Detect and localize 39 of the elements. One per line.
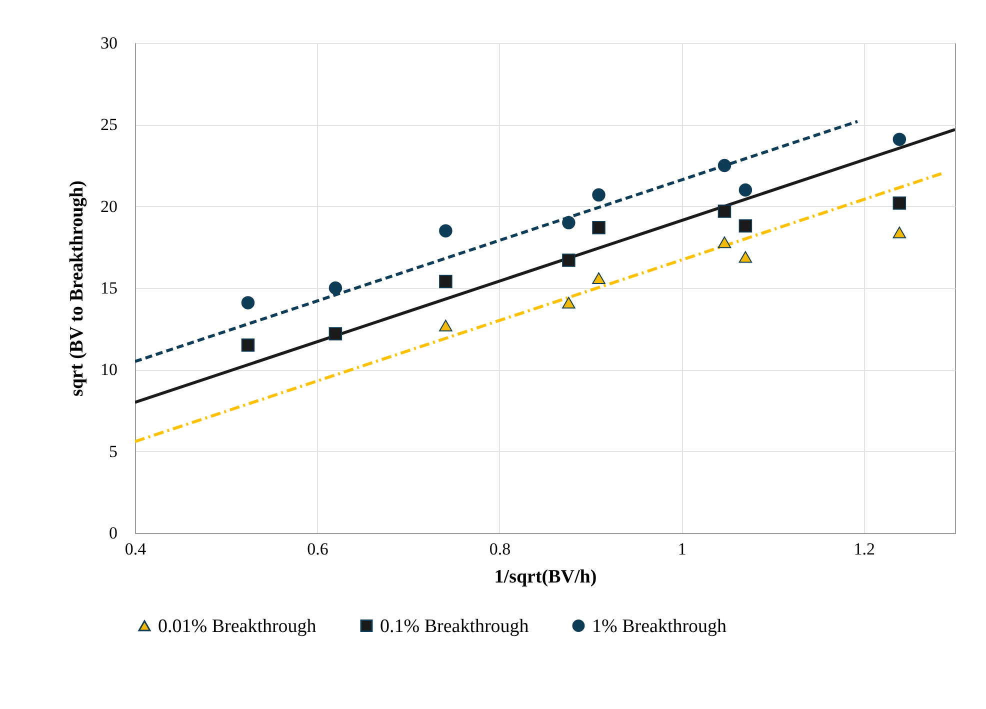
x-tick-label: 0.8 [489,540,511,558]
point [562,296,576,309]
point [718,204,732,218]
x-tick-label: 1 [678,540,686,558]
point [592,188,606,202]
point [718,158,732,172]
point [718,236,732,248]
y-tick-label: 30 [100,34,118,52]
point [439,224,452,238]
point [328,281,342,295]
point [738,219,752,233]
y-tick-label: 25 [100,115,118,134]
point [738,251,752,263]
point [738,183,752,197]
point [562,254,576,267]
point [892,226,906,238]
x-tick-label: 0.6 [307,540,328,558]
y-tick-label: 5 [109,442,118,461]
y-tick-label: 10 [100,360,118,380]
y-axis-title: sqrt (BV to Breakthrough) [66,180,88,396]
point [241,296,255,310]
point [439,320,452,332]
point [892,132,906,146]
x-axis-title: 1/sqrt(BV/h) [494,566,597,588]
legend-label: 1% Breakthrough [592,616,728,637]
point [328,327,342,340]
legend-label: 0.1% Breakthrough [380,616,530,637]
point [439,274,452,288]
point [592,272,606,284]
legend-label: 0.01% Breakthrough [158,616,317,637]
point [592,220,606,234]
point [241,338,255,352]
y-tick-label: 20 [100,196,118,216]
point [562,216,576,230]
x-tick-label: 1.2 [854,540,876,558]
point [892,196,906,210]
x-tick-label: 0.4 [124,540,147,558]
y-tick-label: 0 [109,524,118,542]
y-tick-label: 15 [100,278,118,298]
